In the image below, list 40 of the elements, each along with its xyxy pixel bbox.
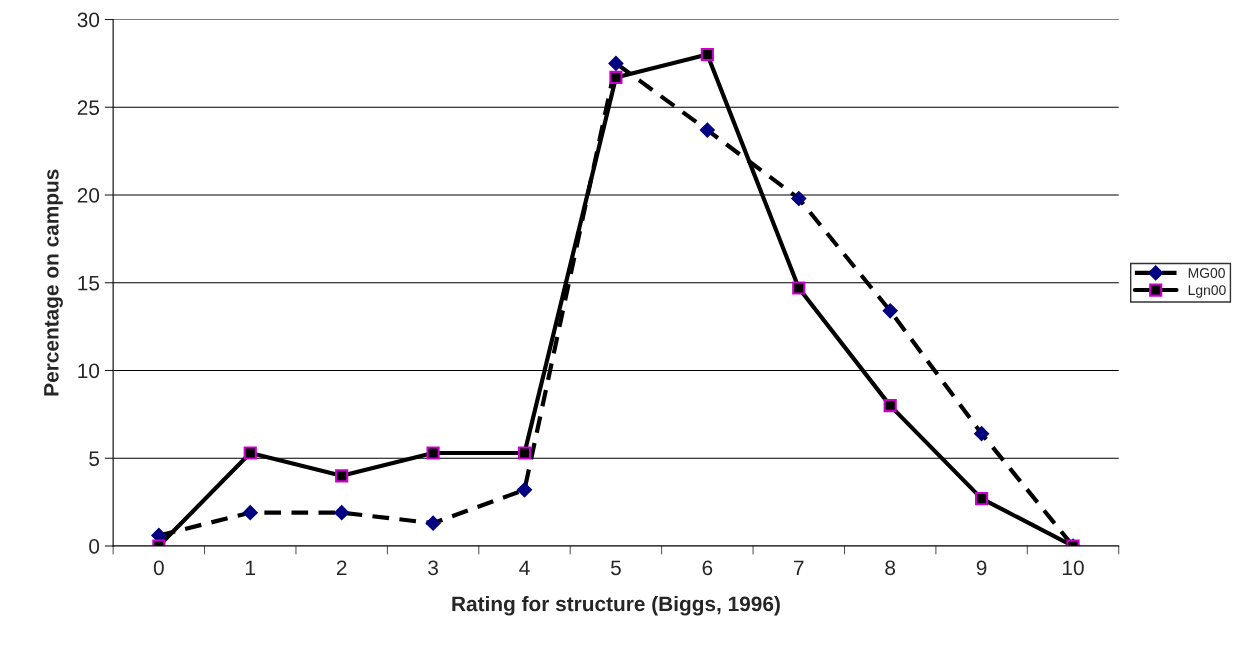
- x-tick-label: 9: [976, 560, 987, 576]
- point: [516, 482, 533, 498]
- point: [975, 492, 989, 506]
- point: [426, 446, 440, 460]
- x-tick-label: 7: [794, 560, 804, 575]
- point: [242, 505, 258, 521]
- point: [883, 399, 897, 413]
- x-tick-label: 8: [885, 560, 896, 576]
- legend-label: MG00: [1188, 268, 1225, 278]
- point: [882, 303, 898, 319]
- point: [700, 48, 714, 62]
- point: [699, 122, 715, 138]
- point: [335, 469, 349, 483]
- x-tick-label: 2: [336, 560, 347, 575]
- y-tick-label: 25: [77, 100, 100, 115]
- point: [609, 70, 623, 85]
- point: [792, 281, 806, 295]
- point: [334, 505, 350, 521]
- y-tick-label: 20: [77, 188, 100, 203]
- point: [791, 190, 807, 207]
- y-tick-label: 0: [89, 539, 100, 554]
- x-tick-label: 5: [610, 560, 621, 576]
- point: [425, 515, 441, 531]
- x-tick-label: 10: [1063, 560, 1084, 576]
- point: [974, 426, 990, 442]
- x-tick-label: 0: [153, 560, 164, 576]
- y-tick-label: 5: [89, 451, 100, 466]
- y-tick-label: 15: [78, 275, 100, 291]
- point: [243, 446, 257, 460]
- x-tick-label: 6: [702, 560, 713, 576]
- x-tick-label: 3: [428, 560, 438, 576]
- x-axis-title: Rating for structure (Biggs, 1996): [452, 595, 780, 616]
- legend-label: Lgn00: [1188, 285, 1226, 298]
- x-tick-label: 4: [519, 560, 530, 575]
- point: [517, 446, 532, 460]
- point: [608, 55, 624, 71]
- y-tick-label: 10: [78, 363, 100, 379]
- y-axis-title: Percentage on campus: [44, 169, 63, 396]
- x-tick-label: 1: [246, 560, 256, 575]
- y-tick-label: 30: [77, 12, 100, 28]
